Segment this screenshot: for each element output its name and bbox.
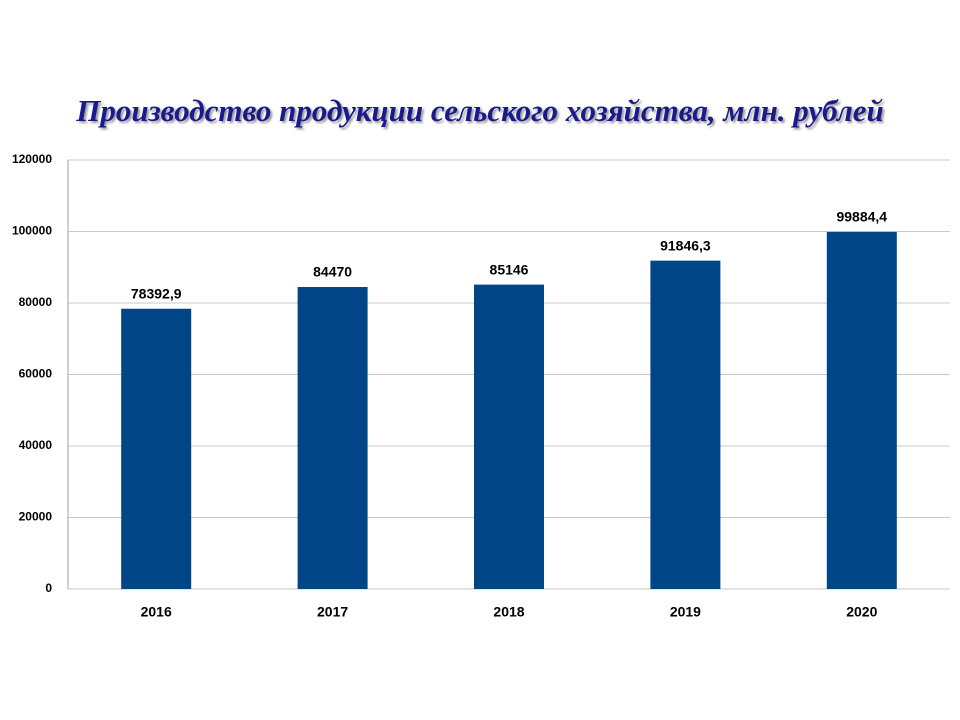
bar (297, 287, 368, 589)
y-tick-label: 100000 (12, 224, 52, 238)
bar (650, 260, 721, 589)
y-tick-label: 0 (45, 581, 52, 595)
x-tick-label: 2019 (670, 604, 701, 620)
bar (474, 284, 544, 589)
y-tick-label: 20000 (19, 510, 53, 524)
value-label: 91846,3 (660, 237, 711, 253)
y-tick-label: 80000 (19, 295, 53, 309)
bar (121, 308, 192, 589)
x-tick-label: 2016 (141, 604, 172, 620)
y-tick-label: 60000 (19, 367, 53, 381)
y-tick-label: 40000 (19, 438, 53, 452)
value-label: 85146 (490, 261, 529, 277)
x-tick-label: 2020 (846, 604, 877, 620)
x-tick-label: 2017 (317, 604, 348, 620)
value-label: 99884,4 (836, 209, 887, 225)
bar (826, 231, 897, 589)
value-label: 84470 (313, 264, 352, 280)
chart-title: Производство продукции сельского хозяйст… (76, 93, 884, 128)
y-tick-label: 120000 (12, 152, 52, 166)
x-tick-label: 2018 (493, 604, 524, 620)
value-label: 78392,9 (131, 285, 182, 301)
